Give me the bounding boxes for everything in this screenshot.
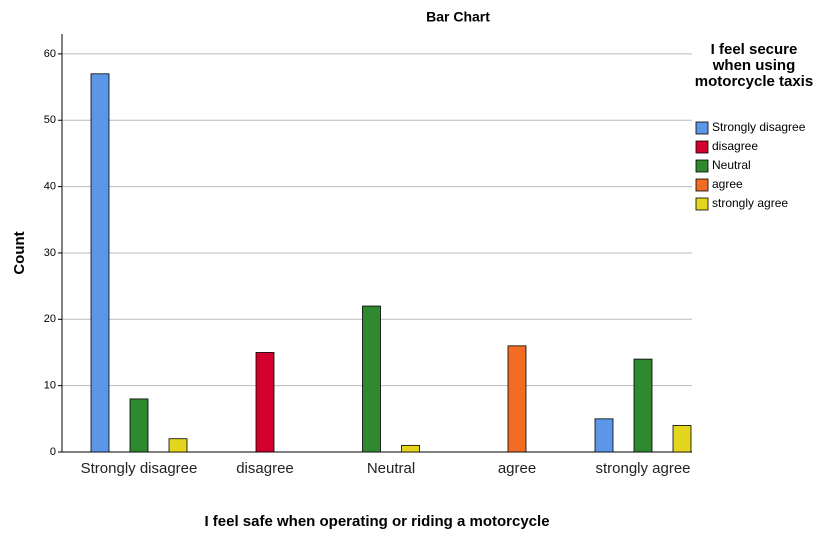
y-tick-label: 40 (44, 181, 56, 193)
x-axis-title: I feel safe when operating or riding a m… (204, 513, 549, 530)
legend-label: Strongly disagree (712, 120, 806, 134)
y-tick-label: 50 (44, 114, 56, 126)
bar (168, 438, 188, 453)
y-tick-label: 30 (44, 247, 56, 259)
legend-swatch (695, 159, 709, 173)
x-tick-label: disagree (236, 460, 294, 477)
bar (507, 345, 527, 453)
legend-title: I feel secure when using motorcycle taxi… (694, 41, 814, 90)
x-tick-label: Strongly disagree (80, 460, 198, 477)
bar (401, 444, 420, 453)
legend-label: disagree (712, 139, 758, 153)
legend-label: Neutral (712, 158, 751, 172)
bar (594, 418, 614, 453)
chart-title: Bar Chart (426, 9, 490, 25)
y-tick-label: 10 (44, 380, 56, 392)
legend-swatch (695, 197, 709, 211)
bar (90, 73, 110, 453)
bar (129, 398, 149, 453)
bar (672, 425, 692, 453)
bar (633, 358, 653, 453)
y-tick-label: 20 (44, 313, 56, 325)
y-tick-label: 60 (44, 48, 56, 60)
bar (362, 305, 381, 453)
legend-swatch (695, 140, 709, 154)
x-tick-label: agree (497, 460, 537, 477)
legend-label: strongly agree (712, 196, 788, 210)
bar (255, 352, 275, 453)
y-tick-label: 0 (50, 446, 56, 458)
x-tick-label: Neutral (366, 460, 416, 477)
legend-swatch (695, 178, 709, 192)
legend-label: agree (712, 177, 743, 191)
legend-swatch (695, 121, 709, 135)
y-axis-title: Count (11, 231, 28, 274)
x-tick-label: strongly agree (595, 460, 691, 477)
